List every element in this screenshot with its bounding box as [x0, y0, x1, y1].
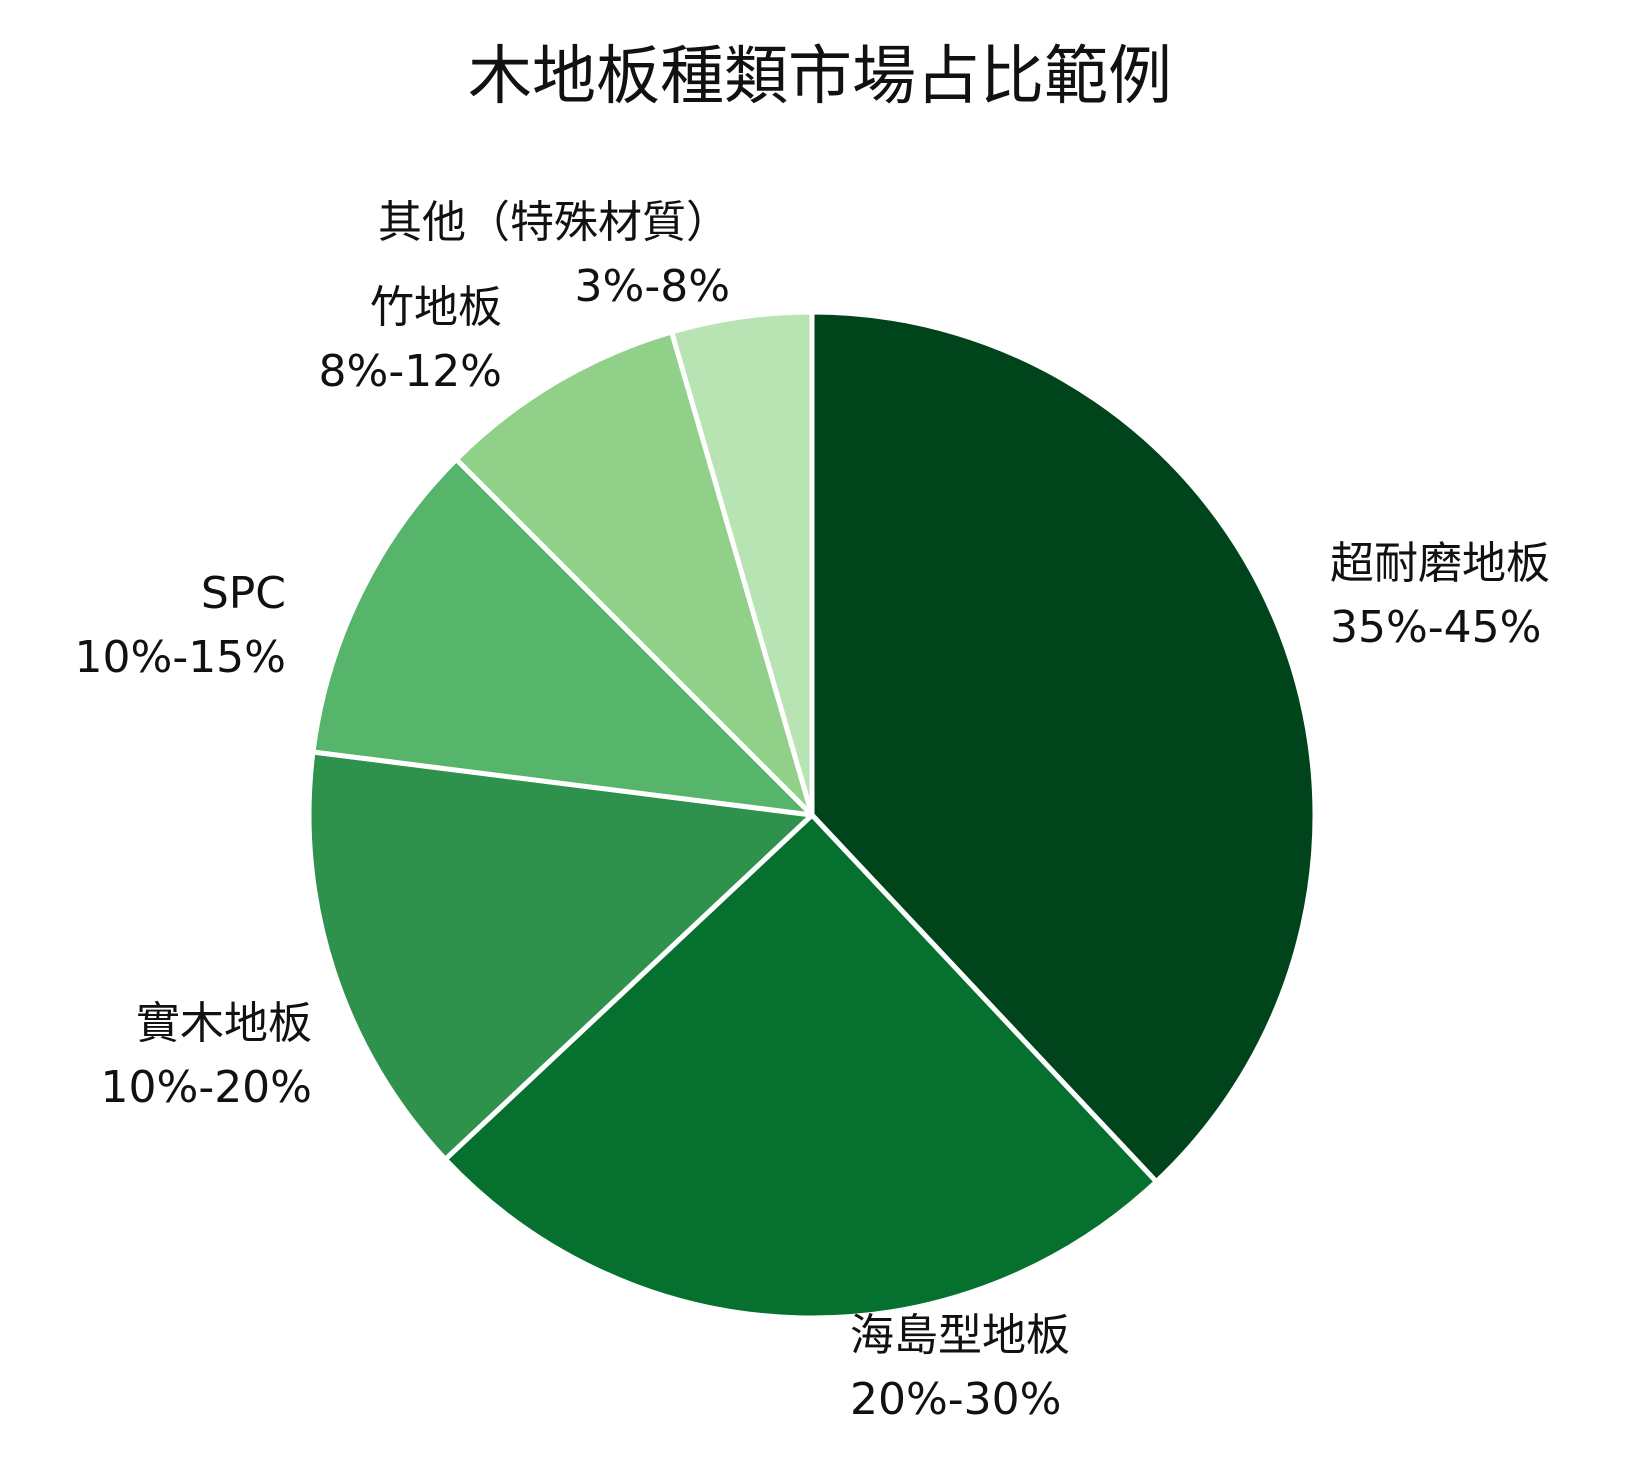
slice-name-label: 其他（特殊材質） — [378, 197, 730, 248]
pie-slices — [306, 309, 1318, 1321]
slice-percent-label: 10%-20% — [101, 1062, 312, 1113]
slice-name-label: 海島型地板 — [850, 1310, 1070, 1361]
slice-name-label: 竹地板 — [370, 282, 502, 333]
pie-slice — [453, 329, 815, 818]
slice-name-label: 實木地板 — [136, 998, 312, 1049]
slice-percent-label: 35%-45% — [1330, 602, 1541, 653]
slice-name-label: SPC — [201, 568, 286, 619]
slice-percent-label: 3%-8% — [575, 261, 730, 312]
pie-slice — [306, 749, 815, 1162]
pie-slice — [669, 309, 815, 818]
chart-title: 木地板種類市場占比範例 — [468, 40, 1172, 114]
slice-percent-label: 8%-12% — [319, 346, 502, 397]
pie-labels: 超耐磨地板 35%-45% 海島型地板 20%-30% 實木地板 10%-20% SPC 10… — [75, 197, 1550, 1425]
slice-name-label: 超耐磨地板 — [1330, 538, 1550, 589]
slice-percent-label: 10%-15% — [75, 632, 286, 683]
pie-slice — [310, 456, 815, 818]
pie-slice — [442, 812, 1159, 1321]
slice-percent-label: 20%-30% — [850, 1374, 1061, 1425]
pie-slice — [809, 309, 1318, 1185]
